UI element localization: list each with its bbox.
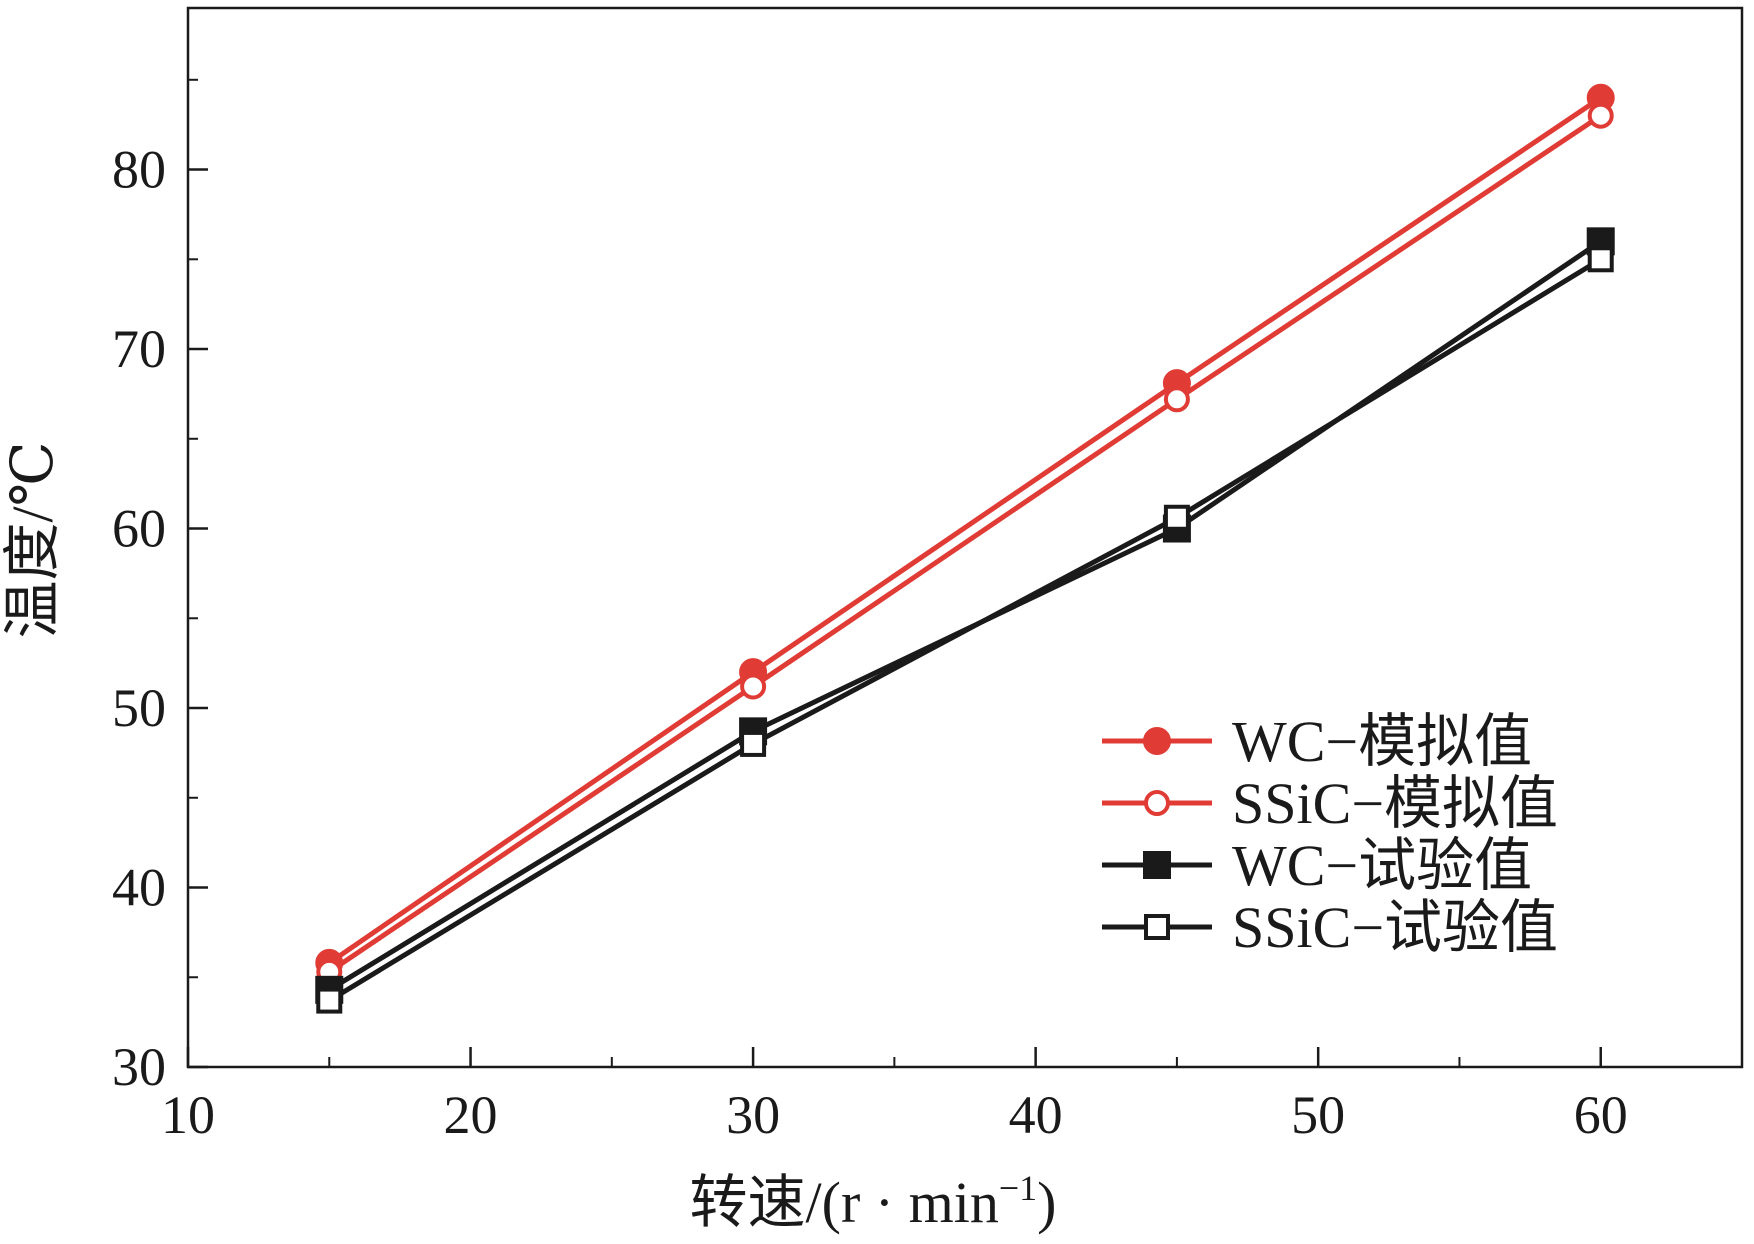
y-tick-label: 70 — [112, 319, 166, 379]
data-point — [1587, 246, 1614, 273]
x-axis-title-end: ) — [1037, 1170, 1056, 1235]
data-point — [1587, 102, 1614, 129]
data-point — [1163, 504, 1190, 531]
legend-item-1: WC−模拟值 — [1102, 709, 1532, 774]
y-tick-label: 50 — [112, 678, 166, 738]
legend-marker — [1143, 727, 1171, 755]
legend-label: WC−试验值 — [1232, 833, 1532, 898]
x-tick-label: 20 — [444, 1085, 498, 1145]
x-axis-title: 转速/(r · min−1) — [690, 1168, 1057, 1235]
legend-label: WC−模拟值 — [1232, 709, 1532, 774]
series-line — [327, 113, 1603, 974]
x-tick-label: 40 — [1009, 1085, 1063, 1145]
legend-label: SSiC−模拟值 — [1232, 771, 1558, 836]
data-point — [316, 987, 343, 1014]
legend-item-4: SSiC−试验值 — [1102, 895, 1558, 960]
series-line — [327, 257, 1603, 1003]
x-tick-label: 10 — [161, 1085, 215, 1145]
axis-ticks: 10 20 30 40 50 60 30 40 50 60 70 80 — [112, 78, 1628, 1145]
plot-area — [186, 6, 1744, 1069]
legend-item-3: WC−试验值 — [1102, 833, 1532, 898]
data-point — [1163, 386, 1190, 413]
y-tick-label: 30 — [112, 1037, 166, 1097]
data-point — [740, 673, 767, 700]
y-axis-title: 温度/℃ — [0, 442, 65, 639]
plot-border — [186, 6, 1744, 1069]
series-layer — [315, 83, 1615, 1014]
data-point — [740, 730, 767, 757]
legend-marker — [1144, 914, 1170, 940]
y-tick-label: 40 — [112, 858, 166, 918]
series-line — [327, 95, 1603, 965]
legend-label: SSiC−试验值 — [1232, 895, 1558, 960]
series-2 — [316, 102, 1614, 985]
y-tick-label: 60 — [112, 499, 166, 559]
legend-marker — [1143, 851, 1171, 879]
x-tick-label: 60 — [1574, 1085, 1628, 1145]
legend-marker — [1144, 790, 1170, 816]
x-tick-label: 50 — [1291, 1085, 1345, 1145]
legend-item-2: SSiC−模拟值 — [1102, 771, 1558, 836]
series-4 — [316, 246, 1614, 1014]
y-tick-label: 80 — [112, 140, 166, 200]
x-axis-title-superscript: −1 — [999, 1168, 1037, 1208]
x-tick-label: 30 — [726, 1085, 780, 1145]
